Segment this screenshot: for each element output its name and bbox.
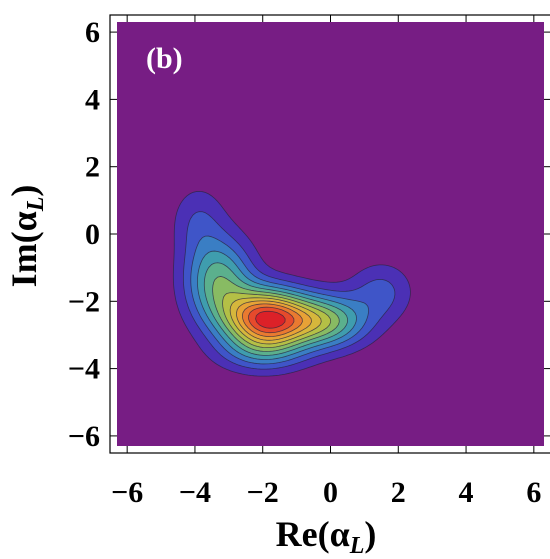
- y-tick-label: −2: [68, 285, 100, 318]
- x-axis-ticks: −6 −4 −2 0 2 4 6: [111, 15, 541, 509]
- y-tick-label: 4: [85, 83, 100, 116]
- y-tick-label: −4: [68, 353, 100, 386]
- y-tick-label: 2: [85, 151, 100, 184]
- x-tick-label: −2: [247, 476, 279, 509]
- contour-level-12: [255, 310, 286, 329]
- x-tick-label: 2: [391, 476, 406, 509]
- x-axis-label: Re(αL): [276, 514, 377, 559]
- x-tick-label: 0: [323, 476, 338, 509]
- y-tick-label: −6: [68, 420, 100, 453]
- y-tick-label: 6: [85, 16, 100, 49]
- x-tick-label: −6: [111, 476, 143, 509]
- y-axis-label: Im(αL): [4, 185, 49, 288]
- x-tick-label: 4: [459, 476, 474, 509]
- contour-layer: [172, 190, 411, 377]
- panel-label: (b): [146, 42, 183, 75]
- x-tick-label: −4: [179, 476, 211, 509]
- y-axis-ticks: −6 −4 −2 0 2 4 6: [68, 16, 550, 453]
- y-tick-label: 0: [85, 218, 100, 251]
- x-tick-label: 6: [526, 476, 541, 509]
